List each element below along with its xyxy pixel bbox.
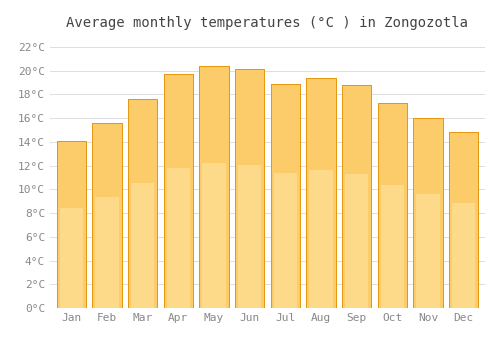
Bar (416, 194, 440, 308)
Bar (380, 185, 404, 308)
Bar (166, 168, 190, 308)
Bar (306, 78, 336, 308)
Bar (57, 141, 86, 308)
Bar (414, 118, 442, 308)
Bar (238, 165, 262, 308)
Bar (92, 123, 122, 308)
Bar (270, 84, 300, 308)
Bar (164, 74, 193, 308)
Bar (270, 84, 300, 308)
Bar (92, 123, 122, 308)
Bar (200, 66, 228, 308)
Bar (96, 197, 118, 308)
Title: Average monthly temperatures (°C ) in Zongozotla: Average monthly temperatures (°C ) in Zo… (66, 16, 468, 30)
Bar (131, 183, 154, 308)
Bar (235, 69, 264, 308)
Bar (306, 78, 336, 308)
Bar (60, 208, 83, 308)
Bar (128, 99, 158, 308)
Bar (378, 103, 407, 308)
Bar (310, 170, 332, 308)
Bar (414, 118, 442, 308)
Bar (164, 74, 193, 308)
Bar (235, 69, 264, 308)
Bar (449, 132, 478, 308)
Bar (449, 132, 478, 308)
Bar (274, 173, 297, 308)
Bar (200, 66, 228, 308)
Bar (342, 85, 372, 308)
Bar (378, 103, 407, 308)
Bar (345, 174, 368, 308)
Bar (202, 163, 226, 308)
Bar (57, 141, 86, 308)
Bar (128, 99, 158, 308)
Bar (452, 203, 475, 308)
Bar (342, 85, 372, 308)
